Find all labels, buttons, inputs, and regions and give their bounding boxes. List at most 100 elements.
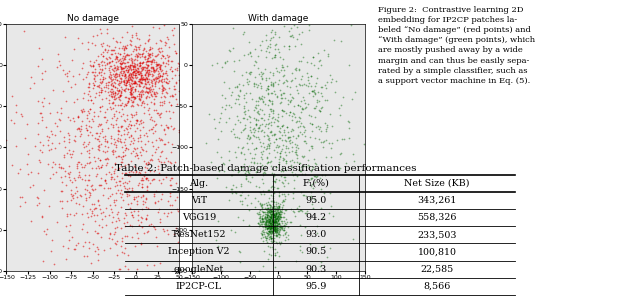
Point xyxy=(254,112,264,116)
Point xyxy=(266,82,276,86)
Point xyxy=(122,59,132,64)
Point xyxy=(116,195,127,200)
Point xyxy=(269,204,279,209)
Point xyxy=(70,178,81,182)
Point xyxy=(225,227,236,232)
Point xyxy=(93,182,104,187)
Point xyxy=(253,166,263,171)
Point xyxy=(95,210,106,215)
Point xyxy=(44,135,54,139)
Point xyxy=(269,225,280,229)
Point xyxy=(278,199,288,204)
Point xyxy=(260,49,271,54)
Point xyxy=(155,50,165,55)
Point xyxy=(86,184,96,188)
Point xyxy=(310,136,321,141)
Point xyxy=(183,157,193,162)
Point xyxy=(245,91,255,95)
Point xyxy=(145,52,156,57)
Point xyxy=(155,67,165,71)
Point xyxy=(157,82,167,87)
Point xyxy=(289,22,300,27)
Point xyxy=(143,177,153,182)
Point xyxy=(148,69,159,74)
Point xyxy=(84,85,94,89)
Point xyxy=(281,145,291,150)
Point xyxy=(265,227,275,231)
Point xyxy=(275,189,285,194)
Point xyxy=(131,146,141,151)
Point xyxy=(164,116,175,120)
Point xyxy=(151,147,161,151)
Point xyxy=(127,64,138,68)
Point xyxy=(284,98,294,102)
Point xyxy=(120,72,131,77)
Point xyxy=(102,26,112,31)
Point xyxy=(260,215,270,220)
Point xyxy=(335,113,345,117)
Point xyxy=(134,121,144,126)
Point xyxy=(192,215,202,220)
Point xyxy=(132,202,142,206)
Point xyxy=(116,89,127,94)
Point xyxy=(298,94,308,99)
Point xyxy=(282,125,292,129)
Point xyxy=(123,130,133,135)
Point xyxy=(152,63,163,68)
Point xyxy=(105,89,115,94)
Point xyxy=(107,148,117,153)
Point xyxy=(234,93,244,98)
Point xyxy=(127,64,138,69)
Point xyxy=(211,237,221,242)
Point xyxy=(184,93,194,98)
Point xyxy=(129,65,139,70)
Point xyxy=(252,85,262,89)
Point xyxy=(115,51,125,56)
Point xyxy=(71,184,81,189)
Point xyxy=(276,173,287,178)
Point xyxy=(63,115,73,119)
Point xyxy=(265,214,275,219)
Point xyxy=(304,178,314,183)
Point xyxy=(304,81,314,86)
Point xyxy=(120,180,131,185)
Point xyxy=(127,35,138,39)
Point xyxy=(122,113,132,117)
Point xyxy=(147,62,157,67)
Point xyxy=(93,123,103,128)
Point xyxy=(292,124,303,129)
Point xyxy=(135,150,145,155)
Point xyxy=(235,88,245,93)
Text: Figure 2:  Contrastive learning 2D
embedding for IP2CP patches la-
beled “No dam: Figure 2: Contrastive learning 2D embedd… xyxy=(378,6,535,85)
Point xyxy=(268,219,278,224)
Point xyxy=(294,203,304,208)
Point xyxy=(270,54,280,59)
Point xyxy=(118,56,129,61)
Point xyxy=(261,222,271,227)
Point xyxy=(163,54,173,59)
Point xyxy=(218,161,228,166)
Point xyxy=(96,41,106,46)
Point xyxy=(37,71,47,76)
Point xyxy=(151,41,161,46)
Point xyxy=(150,138,161,142)
Point xyxy=(93,137,103,142)
Point xyxy=(104,55,115,60)
Point xyxy=(312,223,322,228)
Point xyxy=(269,148,279,153)
Point xyxy=(92,231,102,235)
Point xyxy=(278,17,289,22)
Point xyxy=(71,275,81,279)
Point xyxy=(164,66,175,71)
Point xyxy=(278,181,288,185)
Point xyxy=(144,33,154,38)
Point xyxy=(269,206,279,211)
Point xyxy=(260,55,271,60)
Point xyxy=(128,48,138,53)
Point xyxy=(156,100,166,104)
Point xyxy=(312,98,322,102)
Point xyxy=(261,206,271,211)
Point xyxy=(145,47,155,52)
Point xyxy=(149,67,159,72)
Point xyxy=(268,214,278,219)
